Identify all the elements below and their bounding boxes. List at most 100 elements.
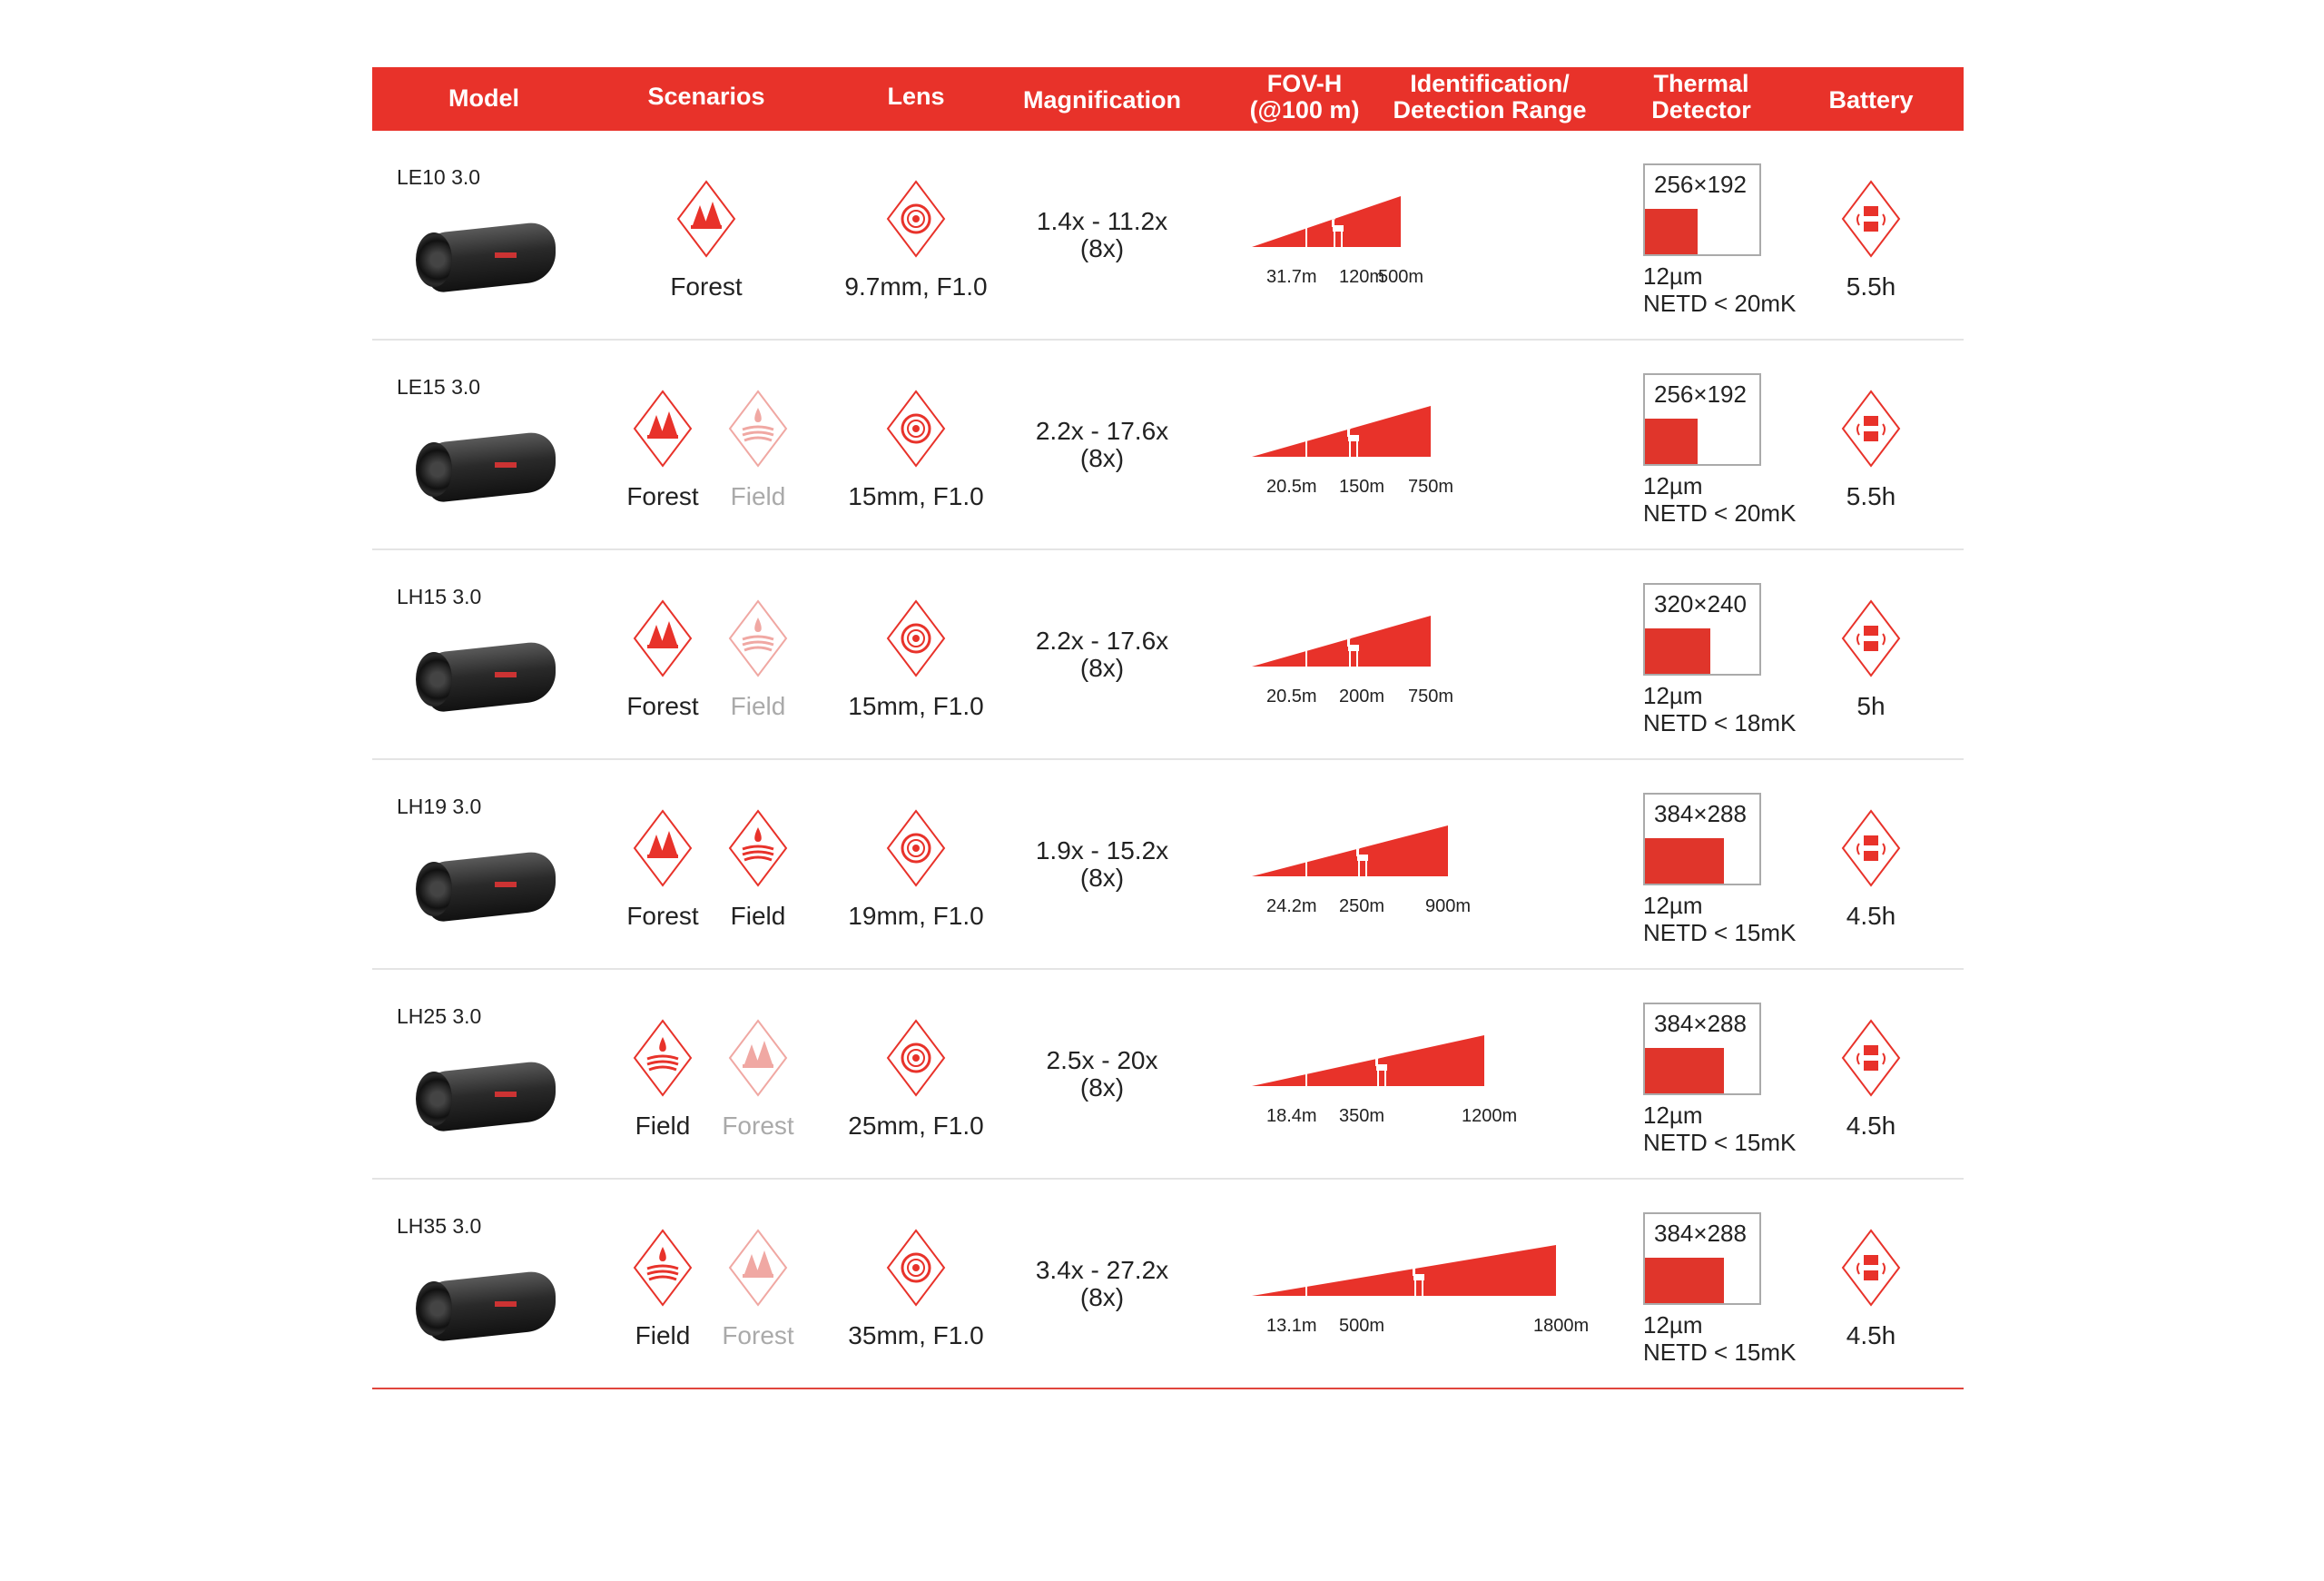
resolution-fill <box>1645 1048 1724 1093</box>
magnification-zoom: (8x) <box>1079 444 1125 472</box>
netd: NETD < 20mK <box>1643 499 1797 527</box>
pixel-pitch: 12µm <box>1643 262 1703 290</box>
header-fov-line2: (@100 m) <box>1249 96 1360 124</box>
table-body: LE10 3.0 Forest 9.7mm, F1.0 1.4x - 11.2x… <box>372 131 1964 1389</box>
header-battery: Battery <box>1828 86 1914 114</box>
table-row: LE15 3.0 Forest Field 15mm, F1.0 2.2x - … <box>372 341 1964 550</box>
lens-spec: 9.7mm, F1.0 <box>844 272 988 301</box>
header-range-line1: Identification/ <box>1410 70 1570 97</box>
scenario-label: Forest <box>626 482 699 510</box>
lens-icon <box>884 1017 948 1099</box>
scenario-label: Field <box>635 1112 691 1140</box>
identification-range: 150m <box>1339 477 1385 497</box>
thermal-detector-box: 256×192 <box>1643 373 1761 466</box>
thermal-detector-box: 384×288 <box>1643 1212 1761 1305</box>
netd: NETD < 15mK <box>1643 919 1797 946</box>
magnification-zoom: (8x) <box>1079 1073 1125 1102</box>
magnification-zoom: (8x) <box>1079 234 1125 262</box>
forest-icon <box>631 388 694 469</box>
magnification-zoom: (8x) <box>1079 1283 1125 1311</box>
header-fov-line1: FOV-H <box>1266 70 1343 97</box>
scenario-label: Field <box>730 902 786 930</box>
netd: NETD < 20mK <box>1643 290 1797 317</box>
lens-icon <box>884 178 948 260</box>
field-icon <box>726 598 790 679</box>
detection-range: 500m <box>1378 267 1424 287</box>
scenario-label: Forest <box>670 272 743 301</box>
forest-icon <box>726 1017 790 1099</box>
magnification: 2.2x - 17.6x (8x) <box>1036 418 1168 472</box>
device-image <box>409 849 563 924</box>
scenario-label: Forest <box>722 1321 794 1349</box>
header-magnification: Magnification <box>1023 86 1181 114</box>
netd: NETD < 18mK <box>1643 709 1797 736</box>
thermal-detector-box: 384×288 <box>1643 1003 1761 1095</box>
field-icon <box>726 807 790 889</box>
resolution: 384×288 <box>1654 1220 1747 1247</box>
battery-icon <box>1839 388 1903 469</box>
battery-icon <box>1839 807 1903 889</box>
table-row: LH35 3.0 Field Forest 35mm, F1.0 3.4x - … <box>372 1180 1964 1389</box>
identification-range: 200m <box>1339 687 1385 707</box>
thermal-specs: 12µm NETD < 20mK <box>1643 472 1796 527</box>
range-wedge <box>1252 616 1431 667</box>
thermal-detector-box: 384×288 <box>1643 793 1761 885</box>
resolution: 384×288 <box>1654 1010 1747 1037</box>
detection-range: 750m <box>1408 477 1454 497</box>
scenario-label: Field <box>730 482 786 510</box>
identification-range: 120m <box>1339 267 1385 287</box>
lens-icon <box>884 1227 948 1309</box>
pixel-pitch: 12µm <box>1643 682 1703 709</box>
scenario-label: Forest <box>626 692 699 720</box>
forest-icon <box>631 598 694 679</box>
magnification: 1.9x - 15.2x (8x) <box>1036 837 1168 892</box>
table-row: LH25 3.0 Field Forest 25mm, F1.0 2.5x - … <box>372 970 1964 1180</box>
forest-icon <box>726 1227 790 1309</box>
resolution-fill <box>1645 628 1710 674</box>
pixel-pitch: 12µm <box>1643 892 1703 919</box>
thermal-specs: 12µm NETD < 15mK <box>1643 892 1796 946</box>
battery-life: 5h <box>1856 692 1886 720</box>
deer-icon <box>1354 845 1368 876</box>
scenario-label: Field <box>730 692 786 720</box>
resolution-fill <box>1645 1258 1724 1303</box>
thermal-detector-box: 256×192 <box>1643 163 1761 256</box>
deer-icon <box>1345 425 1359 457</box>
table-row: LH19 3.0 Forest Field 19mm, F1.0 1.9x - … <box>372 760 1964 970</box>
model-name: LH25 3.0 <box>397 1004 482 1028</box>
header-thermal-line2: Detector <box>1651 96 1751 124</box>
range-wedge <box>1252 825 1448 876</box>
identification-range: 350m <box>1339 1106 1385 1126</box>
battery-life: 4.5h <box>1846 902 1896 930</box>
resolution: 256×192 <box>1654 171 1747 198</box>
fov-value: 31.7m <box>1266 267 1317 287</box>
resolution: 320×240 <box>1654 590 1747 618</box>
header-lens: Lens <box>887 83 945 110</box>
detection-range: 1200m <box>1462 1106 1518 1126</box>
resolution: 256×192 <box>1654 380 1747 408</box>
resolution-fill <box>1645 209 1698 254</box>
field-icon <box>726 388 790 469</box>
spec-table: Model Scenarios Lens Magnification FOV-H… <box>372 67 1964 1389</box>
thermal-specs: 12µm NETD < 20mK <box>1643 262 1796 317</box>
deer-icon <box>1345 635 1359 667</box>
model-name: LE15 3.0 <box>397 375 481 399</box>
header-range-line2: Detection Range <box>1393 96 1587 124</box>
detection-range: 750m <box>1408 687 1454 707</box>
magnification-zoom: (8x) <box>1079 864 1125 892</box>
device-image <box>409 1059 563 1133</box>
battery-icon <box>1839 178 1903 260</box>
header-range: Identification/Detection Range <box>1393 71 1586 124</box>
model-name: LE10 3.0 <box>397 165 481 189</box>
fov-value: 20.5m <box>1266 687 1317 707</box>
deer-icon <box>1374 1054 1387 1086</box>
netd: NETD < 15mK <box>1643 1339 1797 1366</box>
detection-range: 900m <box>1425 896 1472 916</box>
magnification-range: 2.5x - 20x <box>1046 1046 1158 1074</box>
device-image <box>409 1269 563 1343</box>
pixel-pitch: 12µm <box>1643 1311 1703 1339</box>
header-thermal: Thermal Detector <box>1651 71 1751 124</box>
magnification: 2.5x - 20x (8x) <box>1047 1047 1158 1102</box>
model-name: LH35 3.0 <box>397 1214 482 1238</box>
pixel-pitch: 12µm <box>1643 472 1703 499</box>
